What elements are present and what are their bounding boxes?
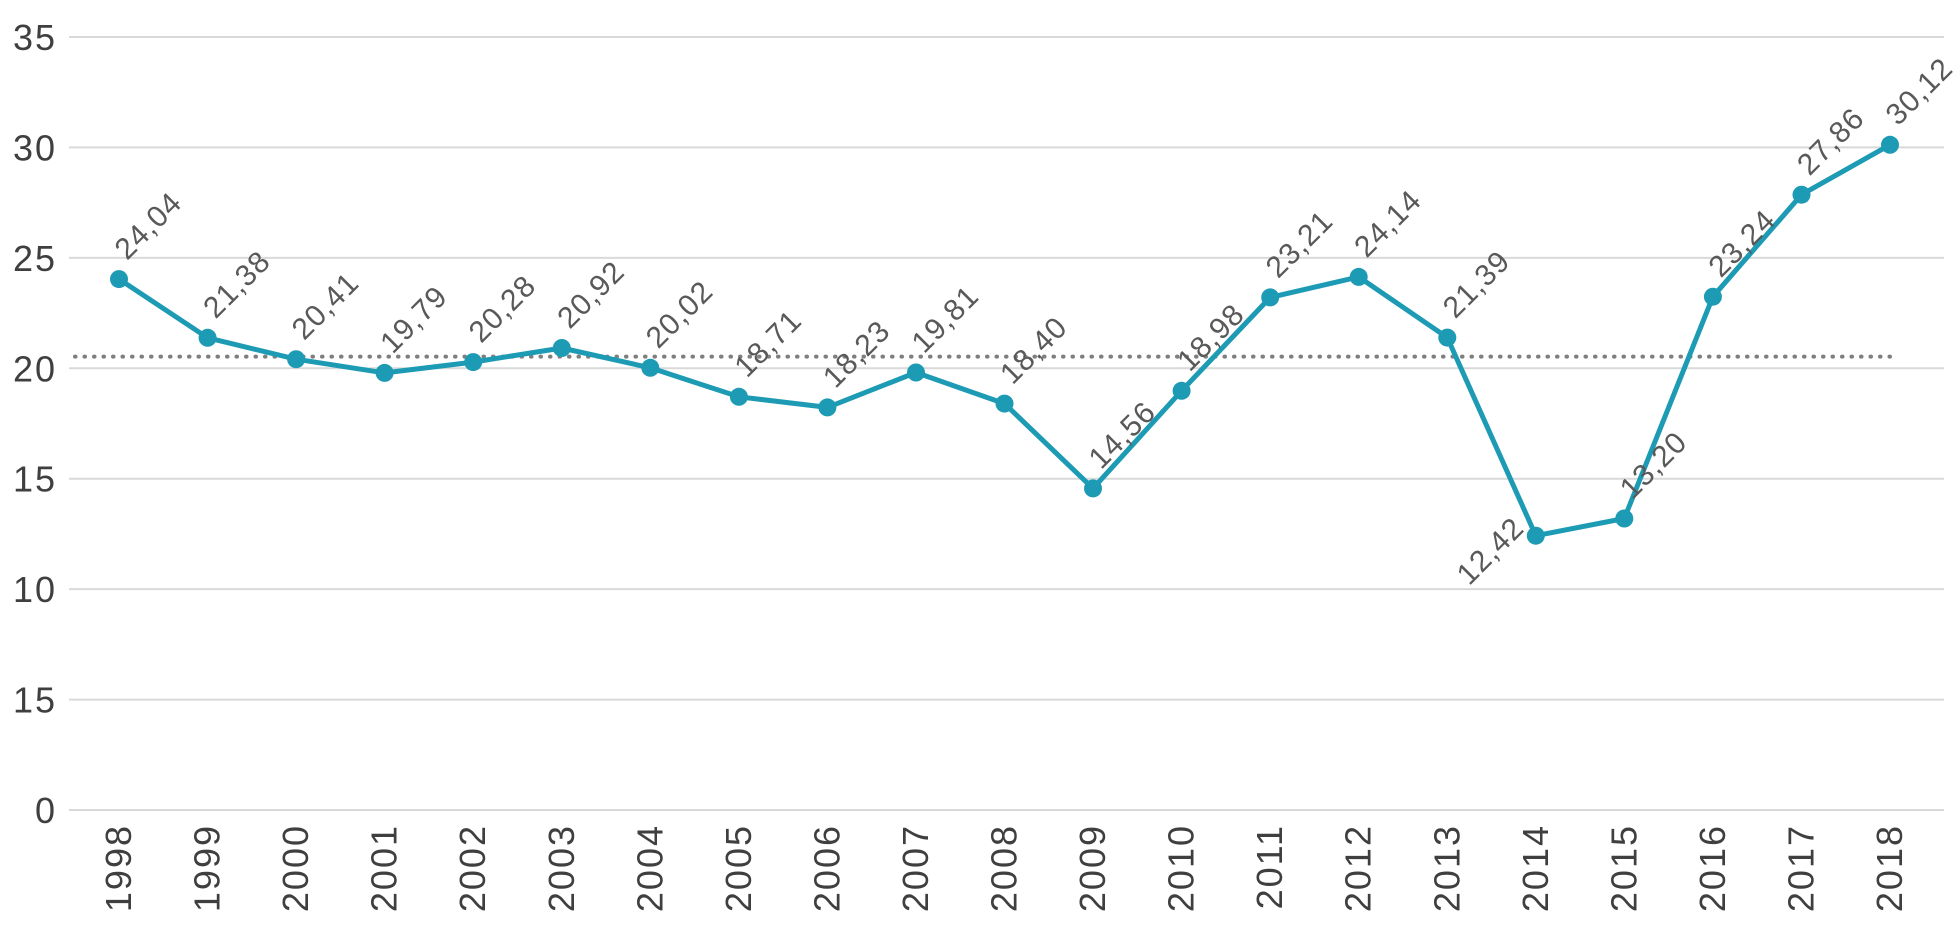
x-axis-label: 2017 xyxy=(1781,824,1822,912)
x-axis-label: 2012 xyxy=(1338,824,1379,912)
x-axis-label: 2011 xyxy=(1249,824,1290,909)
x-axis-label: 2006 xyxy=(806,824,847,912)
y-axis-tick-label: 15 xyxy=(13,680,57,721)
data-point-label: 14,56 xyxy=(1083,395,1163,475)
data-point-label: 13,20 xyxy=(1614,425,1694,505)
x-axis-label: 2000 xyxy=(275,824,316,912)
data-point xyxy=(287,350,306,369)
data-point xyxy=(1881,135,1899,154)
data-point xyxy=(1172,381,1191,400)
data-point xyxy=(1438,328,1457,347)
data-point xyxy=(1792,185,1811,204)
data-point xyxy=(1261,288,1280,307)
x-axis-label: 2013 xyxy=(1426,824,1467,912)
y-axis-tick-label: 0 xyxy=(35,790,57,831)
data-point-label: 21,38 xyxy=(197,245,277,325)
x-axis-label: 2018 xyxy=(1869,824,1910,912)
data-point xyxy=(198,328,217,347)
x-axis-label: 2002 xyxy=(452,824,493,912)
x-axis-label: 2015 xyxy=(1603,824,1644,912)
y-axis-tick-label: 25 xyxy=(13,238,57,279)
data-point-label: 19,81 xyxy=(906,279,986,359)
x-axis-label: 2008 xyxy=(984,824,1025,912)
data-point xyxy=(1349,267,1368,286)
x-axis-label: 2009 xyxy=(1072,824,1113,912)
x-axis-label: 2014 xyxy=(1515,824,1556,912)
x-axis-label: 2010 xyxy=(1161,824,1202,912)
y-axis-tick-label: 20 xyxy=(13,348,57,389)
data-point xyxy=(1703,287,1722,306)
x-axis-label: 2001 xyxy=(364,824,405,912)
data-point xyxy=(641,358,660,377)
x-axis-label: 2005 xyxy=(718,824,759,912)
data-point-label: 23,24 xyxy=(1703,204,1783,284)
data-point-label: 18,98 xyxy=(1171,298,1251,378)
data-point-label: 20,92 xyxy=(551,255,631,335)
data-point-label: 12,42 xyxy=(1451,511,1531,591)
data-point xyxy=(110,270,128,289)
data-point xyxy=(995,394,1014,413)
data-point xyxy=(818,398,837,417)
x-axis-label: 2004 xyxy=(629,824,670,912)
data-point-label: 21,39 xyxy=(1437,245,1517,325)
data-point-label: 19,79 xyxy=(374,280,454,360)
y-axis-tick-label: 35 xyxy=(13,17,57,58)
y-axis-tick-label: 10 xyxy=(13,569,57,610)
data-point-label: 20,41 xyxy=(286,266,366,346)
x-axis-label: 1998 xyxy=(98,824,139,912)
data-point xyxy=(907,363,925,382)
x-axis-label: 2016 xyxy=(1692,824,1733,912)
data-point-label: 24,04 xyxy=(109,186,189,266)
data-point xyxy=(464,353,483,372)
data-point xyxy=(375,363,394,382)
data-point-label: 20,28 xyxy=(463,269,543,349)
data-point xyxy=(1615,509,1634,528)
y-axis-tick-label: 15 xyxy=(13,459,57,500)
data-point-label: 18,40 xyxy=(994,311,1074,391)
data-point-label: 23,21 xyxy=(1260,204,1340,284)
data-point xyxy=(729,387,748,406)
data-point xyxy=(552,339,571,357)
y-axis-tick-label: 30 xyxy=(13,127,57,168)
data-point-label: 30,12 xyxy=(1880,52,1960,132)
data-point xyxy=(1526,526,1545,545)
x-axis-label: 2007 xyxy=(895,824,936,912)
data-point-label: 27,86 xyxy=(1791,102,1871,182)
data-point-label: 18,71 xyxy=(729,304,809,384)
data-point xyxy=(1084,479,1102,498)
data-point-label: 24,14 xyxy=(1348,184,1428,264)
x-axis-label: 1999 xyxy=(187,824,228,912)
data-point-label: 20,02 xyxy=(640,275,720,355)
x-axis-label: 2003 xyxy=(541,824,582,912)
